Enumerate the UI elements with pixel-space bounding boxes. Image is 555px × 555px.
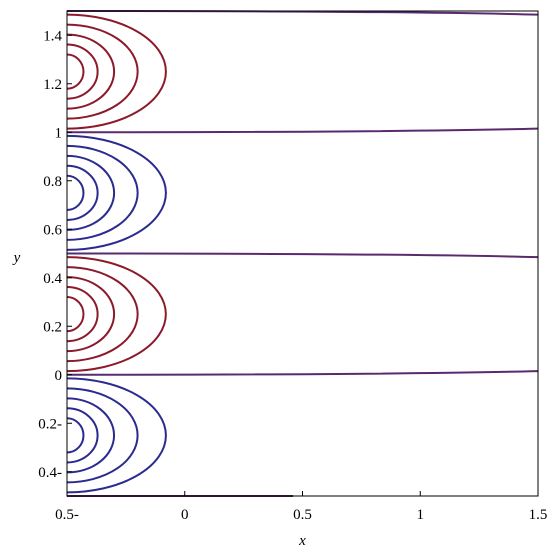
contour-loop [66, 286, 99, 343]
contour-loop [66, 144, 139, 241]
y-tick-label: 0.4 [43, 271, 62, 287]
contour-loop [66, 276, 116, 353]
x-tick-label: 1 [417, 507, 425, 523]
contour-loop [66, 407, 99, 464]
contour-loop [66, 397, 116, 474]
y-tick-label: 0.8 [43, 174, 62, 190]
y-tick-label: 0.6 [43, 222, 62, 238]
contour-loop [66, 377, 167, 494]
contour-loop [66, 53, 85, 90]
contour-zero-line [66, 127, 539, 134]
contour-loop [66, 33, 116, 110]
x-tick-label: 1.5 [529, 507, 548, 523]
contour-loop [66, 23, 139, 120]
y-axis-label: y [12, 250, 21, 266]
contour-loop [66, 154, 116, 231]
y-tick-label: 0.2- [38, 416, 62, 432]
contour-loop [66, 43, 99, 100]
y-tick-label: 0.2 [43, 319, 62, 335]
contour-loop [66, 164, 99, 221]
y-tick-label: 0 [55, 368, 63, 384]
axis-ticks: 0.5- 0 0.5 1 1.5 0.4- 0.2- 0 0.2 0.4 0.6 0.8 1 1.2 1.4 [38, 28, 547, 523]
contour-loop [66, 134, 167, 251]
contour-loop [66, 296, 85, 333]
y-tick-label: 1.4 [43, 28, 62, 44]
contour-loop [66, 387, 139, 484]
x-tick-label: 0.5 [293, 507, 312, 523]
contour-loop [66, 266, 139, 363]
x-tick-label: 0 [181, 507, 189, 523]
contour-loop [66, 417, 85, 454]
y-tick-label: 1 [55, 125, 63, 141]
y-tick-label: 0.4- [38, 465, 62, 481]
x-axis-label: x [298, 533, 306, 549]
contour-loop [66, 256, 167, 373]
contour-zero-line [66, 10, 539, 16]
y-tick-label: 1.2 [43, 77, 62, 93]
contour-loop [66, 13, 167, 130]
x-tick-label: 0.5- [55, 507, 79, 523]
contour-zero-line [66, 252, 539, 259]
contour-lines [66, 10, 539, 497]
contour-loop [66, 174, 85, 211]
contour-zero-line [66, 370, 539, 376]
